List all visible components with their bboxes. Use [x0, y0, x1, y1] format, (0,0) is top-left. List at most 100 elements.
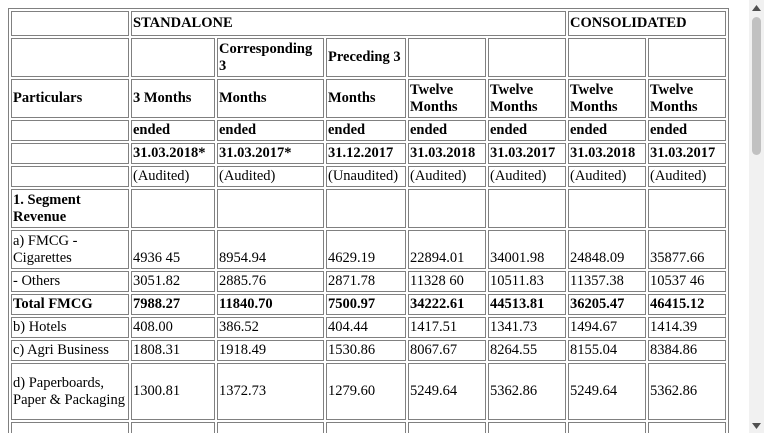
audit-status: (Unaudited)	[326, 166, 406, 187]
header-cell: Twelve Months	[568, 79, 646, 118]
empty-cell	[11, 143, 129, 164]
table-cell: 8954.94	[217, 230, 324, 269]
period-date: 31.03.2018	[568, 143, 646, 164]
table-cell	[568, 422, 646, 433]
table-cell: 4629.19	[326, 230, 406, 269]
table-cell	[408, 189, 486, 228]
table-cell: 1530.86	[326, 340, 406, 361]
header-row-5: 31.03.2018* 31.03.2017* 31.12.2017 31.03…	[11, 143, 726, 164]
table-cell: 408.00	[131, 317, 215, 338]
empty-cell	[11, 166, 129, 187]
header-row-6: (Audited) (Audited) (Unaudited) (Audited…	[11, 166, 726, 187]
table-cell: 386.52	[217, 317, 324, 338]
header-cell: ended	[326, 120, 406, 141]
scroll-down-arrow-icon[interactable]	[749, 418, 764, 433]
table-cell: 1300.81	[131, 363, 215, 420]
header-cell	[408, 38, 486, 77]
table-cell	[131, 189, 215, 228]
table-cell: 24848.09	[568, 230, 646, 269]
empty-cell	[11, 120, 129, 141]
row-label: Total FMCG	[11, 294, 129, 315]
table-cell	[11, 422, 129, 433]
table-cell: 4936 45	[131, 230, 215, 269]
row-label: c) Agri Business	[11, 340, 129, 361]
row-label: b) Hotels	[11, 317, 129, 338]
audit-status: (Audited)	[131, 166, 215, 187]
standalone-header: STANDALONE	[131, 11, 566, 36]
header-cell: 3 Months	[131, 79, 215, 118]
table-cell: 1279.60	[326, 363, 406, 420]
period-date: 31.03.2017	[648, 143, 726, 164]
table-cell	[648, 422, 726, 433]
table-cell: 35877.66	[648, 230, 726, 269]
audit-status: (Audited)	[568, 166, 646, 187]
table-cell: 44513.81	[488, 294, 566, 315]
header-cell: ended	[568, 120, 646, 141]
table-row: 1. Segment Revenue	[11, 189, 726, 228]
table-cell: 5362.86	[648, 363, 726, 420]
table-row-total: Total FMCG 7988.27 11840.70 7500.97 3422…	[11, 294, 726, 315]
table-cell: 46415.12	[648, 294, 726, 315]
header-cell	[488, 38, 566, 77]
period-date: 31.03.2018*	[131, 143, 215, 164]
empty-cell	[11, 38, 129, 77]
audit-status: (Audited)	[217, 166, 324, 187]
table-row: a) FMCG - Cigarettes 4936 45 8954.94 462…	[11, 230, 726, 269]
table-cell	[326, 189, 406, 228]
header-cell	[648, 38, 726, 77]
period-date: 31.12.2017	[326, 143, 406, 164]
header-cell: Months	[326, 79, 406, 118]
table-cell: 36205.47	[568, 294, 646, 315]
financial-results-table: STANDALONE CONSOLIDATED Corresponding 3 …	[8, 8, 729, 433]
period-date: 31.03.2017	[488, 143, 566, 164]
table-cell: 8264.55	[488, 340, 566, 361]
table-cell: 1808.31	[131, 340, 215, 361]
table-cell: 8384.86	[648, 340, 726, 361]
header-row-3: Particulars 3 Months Months Months Twelv…	[11, 79, 726, 118]
header-row-2: Corresponding 3 Preceding 3	[11, 38, 726, 77]
table-cell: 10537 46	[648, 271, 726, 292]
period-date: 31.03.2017*	[217, 143, 324, 164]
header-cell: ended	[408, 120, 486, 141]
table-cell	[217, 189, 324, 228]
empty-cell	[11, 11, 129, 36]
header-cell	[568, 38, 646, 77]
table-cell	[568, 189, 646, 228]
table-cell: 11840.70	[217, 294, 324, 315]
table-cell	[488, 189, 566, 228]
table-cell: 2871.78	[326, 271, 406, 292]
table-cell: 7988.27	[131, 294, 215, 315]
table-cell: 11357.38	[568, 271, 646, 292]
table-row: b) Hotels 408.00 386.52 404.44 1417.51 1…	[11, 317, 726, 338]
vertical-scrollbar[interactable]	[749, 0, 764, 433]
table-cell	[488, 422, 566, 433]
header-cell: ended	[131, 120, 215, 141]
consolidated-header: CONSOLIDATED	[568, 11, 726, 36]
table-cell: 1341.73	[488, 317, 566, 338]
header-cell: Preceding 3	[326, 38, 406, 77]
audit-status: (Audited)	[488, 166, 566, 187]
header-cell: Twelve Months	[648, 79, 726, 118]
header-cell: ended	[488, 120, 566, 141]
header-cell	[131, 38, 215, 77]
table-cell: 22894.01	[408, 230, 486, 269]
table-cell: 7500.97	[326, 294, 406, 315]
table-cell: 8067.67	[408, 340, 486, 361]
header-cell: Months	[217, 79, 324, 118]
row-label: a) FMCG - Cigarettes	[11, 230, 129, 269]
header-cell: Twelve Months	[408, 79, 486, 118]
table-cell	[217, 422, 324, 433]
table-cell: 5362.86	[488, 363, 566, 420]
table-row: - Others 3051.82 2885.76 2871.78 11328 6…	[11, 271, 726, 292]
table-cell: 404.44	[326, 317, 406, 338]
header-cell: Corresponding 3	[217, 38, 324, 77]
table-cell: 2885.76	[217, 271, 324, 292]
audit-status: (Audited)	[648, 166, 726, 187]
table-cell: 1494.67	[568, 317, 646, 338]
scroll-up-arrow-icon[interactable]	[749, 0, 764, 15]
table-cell: 5249.64	[408, 363, 486, 420]
scrollbar-thumb[interactable]	[752, 17, 761, 155]
table-cell: 1372.73	[217, 363, 324, 420]
table-cell	[326, 422, 406, 433]
